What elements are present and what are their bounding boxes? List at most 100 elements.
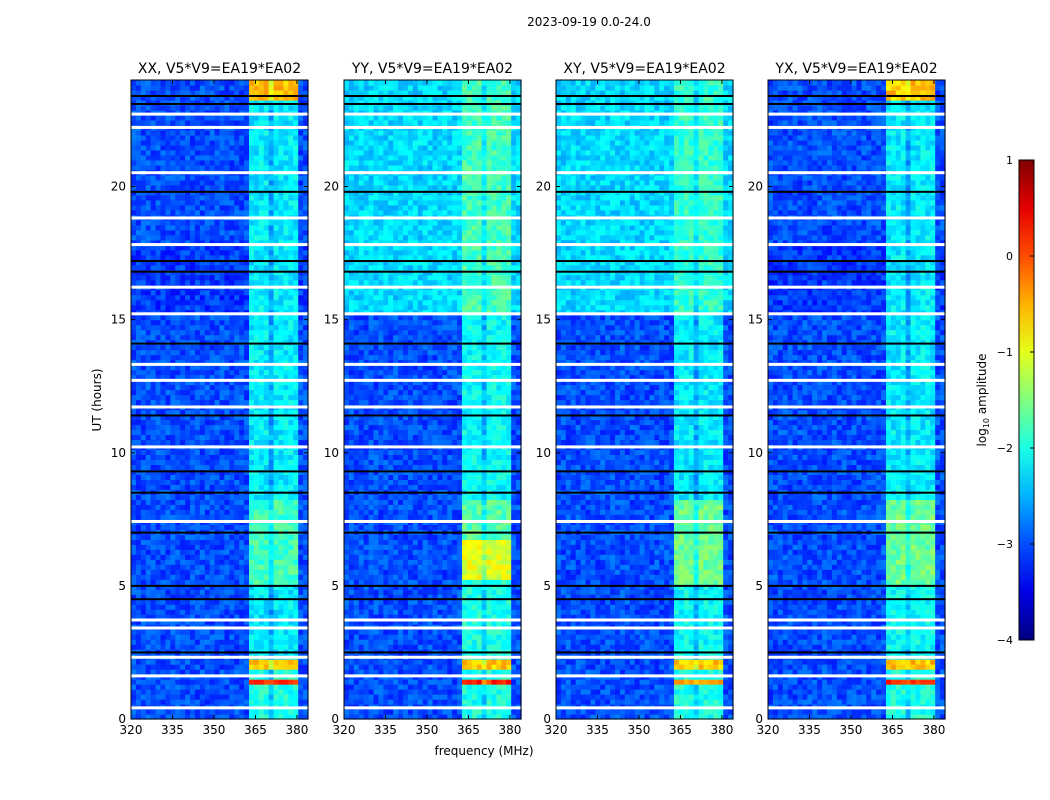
heatmap-cell — [239, 324, 245, 331]
heatmap-cell — [407, 699, 414, 705]
heatmap-cell — [244, 714, 250, 720]
heatmap-cell — [288, 609, 294, 615]
heatmap-cell — [204, 84, 211, 91]
heatmap-cell — [185, 89, 191, 96]
heatmap-cell — [457, 699, 463, 705]
heatmap-cell — [283, 234, 289, 241]
heatmap-cell — [258, 539, 265, 545]
heatmap-cell — [249, 669, 255, 675]
heatmap-cell — [199, 554, 206, 560]
heatmap-cell — [303, 184, 309, 191]
heatmap-cell — [150, 499, 157, 505]
heatmap-cell — [150, 694, 157, 700]
heatmap-cell — [263, 439, 270, 446]
heatmap-cell — [378, 694, 384, 700]
heatmap-cell — [204, 594, 211, 600]
heatmap-cell — [476, 714, 483, 720]
heatmap-cell — [160, 594, 167, 600]
heatmap-cell — [155, 544, 162, 550]
heatmap-cell — [234, 504, 240, 510]
heatmap-cell — [253, 384, 260, 391]
heatmap-cell — [180, 669, 186, 675]
heatmap-cell — [298, 139, 304, 146]
heatmap-cell — [165, 80, 171, 86]
heatmap-cell — [170, 344, 176, 351]
heatmap-cell — [204, 279, 211, 286]
heatmap-cell — [263, 714, 270, 720]
heatmap-cell — [253, 429, 260, 436]
heatmap-cell — [244, 584, 250, 590]
heatmap-cell — [298, 694, 304, 700]
heatmap-cell — [278, 354, 285, 361]
heatmap-cell — [145, 399, 152, 406]
heatmap-cell — [199, 539, 206, 545]
heatmap-cell — [145, 494, 152, 500]
heatmap-cell — [283, 429, 289, 436]
heatmap-cell — [131, 609, 137, 615]
heatmap-cell — [273, 419, 280, 426]
heatmap-cell — [160, 689, 167, 695]
heatmap-cell — [204, 349, 211, 356]
heatmap-cell — [160, 659, 167, 665]
heatmap-cell — [253, 664, 260, 670]
heatmap-cell — [298, 659, 304, 665]
heatmap-cell — [140, 159, 147, 166]
heatmap-cell — [170, 429, 176, 436]
heatmap-cell — [170, 459, 176, 465]
heatmap-cell — [293, 319, 299, 326]
heatmap-cell — [204, 419, 211, 426]
heatmap-cell — [303, 664, 309, 670]
heatmap-cell — [204, 304, 211, 311]
heatmap-cell — [293, 234, 299, 241]
heatmap-cell — [175, 629, 181, 635]
heatmap-cell — [244, 349, 250, 356]
heatmap-cell — [194, 544, 201, 550]
heatmap-cell — [253, 344, 260, 351]
heatmap-cell — [135, 459, 142, 465]
heatmap-cell — [219, 544, 226, 550]
heatmap-cell — [175, 684, 181, 690]
heatmap-cell — [412, 714, 419, 720]
heatmap-cell — [199, 199, 206, 206]
heatmap-cell — [273, 254, 280, 261]
heatmap-cell — [194, 314, 201, 321]
plot-frame — [130, 79, 309, 720]
heatmap-cell — [180, 684, 186, 690]
heatmap-cell — [194, 134, 201, 141]
heatmap-cell — [244, 314, 250, 321]
heatmap-cell — [471, 699, 478, 705]
heatmap-cell — [224, 209, 230, 216]
heatmap-cell — [194, 369, 201, 376]
heatmap-cell — [135, 209, 142, 216]
heatmap-cell — [185, 524, 191, 530]
heatmap-cell — [145, 679, 152, 685]
heatmap-cell — [278, 164, 285, 171]
heatmap-cell — [288, 374, 294, 381]
heatmap-cell — [263, 234, 270, 241]
heatmap-cell — [253, 234, 260, 241]
heatmap-cell — [214, 239, 221, 246]
heatmap-cell — [516, 709, 522, 715]
heatmap-cell — [293, 134, 299, 141]
heatmap-cell — [155, 479, 162, 485]
heatmap-cell — [145, 229, 152, 236]
heatmap-cell — [170, 299, 176, 306]
heatmap-cell — [135, 369, 142, 376]
heatmap-cell — [244, 304, 250, 311]
heatmap-cell — [224, 459, 230, 465]
heatmap-cell — [194, 299, 201, 306]
heatmap-cell — [175, 264, 181, 271]
heatmap-cell — [278, 569, 285, 575]
heatmap-cell — [273, 399, 280, 406]
heatmap-cell — [263, 679, 270, 685]
heatmap-cell — [170, 329, 176, 336]
heatmap-cell — [185, 184, 191, 191]
heatmap-cell — [253, 669, 260, 675]
heatmap-cell — [383, 684, 389, 690]
heatmap-cell — [204, 399, 211, 406]
heatmap-cell — [165, 369, 171, 376]
heatmap-cell — [258, 504, 265, 510]
heatmap-cell — [258, 714, 265, 720]
heatmap-cell — [373, 684, 380, 690]
heatmap-cell — [219, 134, 226, 141]
